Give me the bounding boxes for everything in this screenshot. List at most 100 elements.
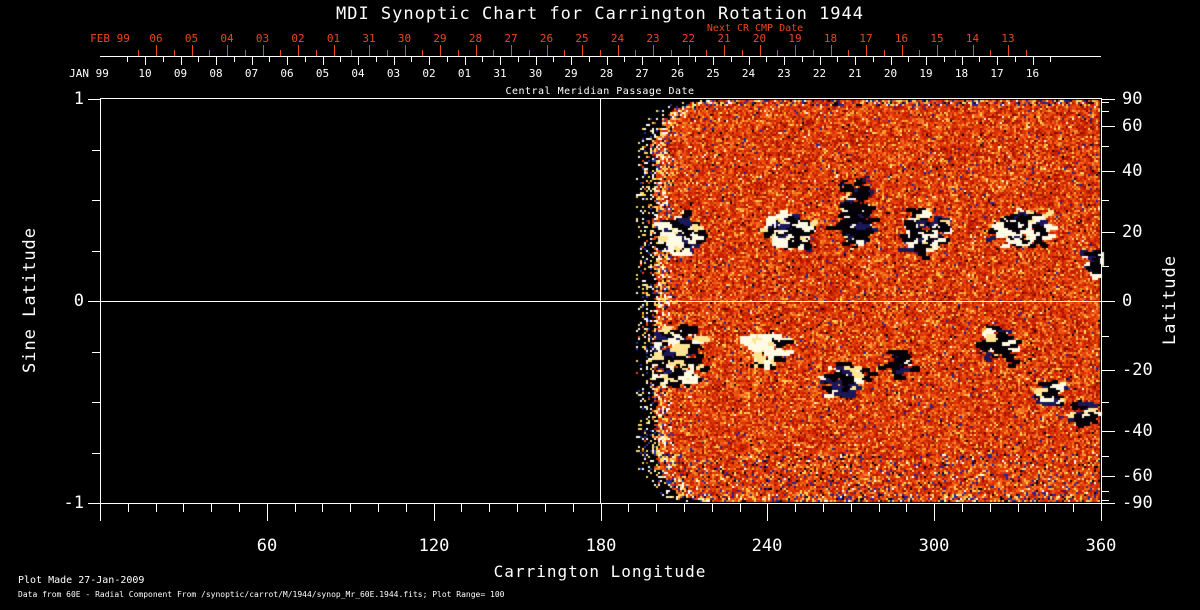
y-right-tick-label: -60 (1122, 466, 1153, 486)
white-date-tick (464, 57, 466, 65)
y-right-minor-tick (1101, 456, 1109, 457)
white-date-label: 22 (812, 67, 827, 80)
x-tick-label: 180 (585, 536, 617, 556)
white-date-label: 17 (990, 67, 1004, 80)
red-date-tick (937, 45, 938, 56)
white-date-minor-tick (304, 57, 306, 62)
white-date-label: 24 (741, 67, 756, 80)
red-date-minor-tick (386, 50, 388, 56)
y-right-tick-label: -90 (1122, 493, 1153, 513)
red-date-minor-tick (138, 50, 140, 56)
white-date-tick (713, 57, 714, 65)
x-minor-tick (712, 503, 713, 512)
white-date-tick (606, 57, 608, 65)
chart-title: MDI Synoptic Chart for Carrington Rotati… (335, 4, 865, 24)
red-date-minor-tick (528, 50, 530, 56)
x-minor-tick (879, 503, 880, 512)
white-date-label: 31 (493, 67, 507, 80)
white-date-minor-tick (517, 57, 519, 62)
x-tick-label: 300 (918, 536, 950, 556)
white-date-label: 09 (173, 67, 188, 80)
x-minor-tick (211, 503, 212, 512)
y-left-major-tick (88, 503, 100, 504)
y-left-minor-tick (92, 352, 100, 353)
white-date-tick (642, 57, 643, 65)
white-date-label: 21 (848, 67, 862, 80)
white-date-label: 29 (564, 67, 578, 80)
x-tick-label: 60 (256, 536, 278, 556)
white-date-minor-tick (624, 57, 626, 62)
y-right-major-tick (1101, 232, 1115, 233)
red-date-tick (156, 45, 157, 56)
white-date-minor-tick (553, 57, 555, 62)
white-date-label: 08 (209, 67, 223, 80)
white-date-minor-tick (233, 57, 235, 62)
x-major-tick (767, 503, 768, 521)
red-date-label: 25 (575, 32, 589, 45)
y-left-minor-tick (92, 402, 100, 403)
red-date-tick (724, 45, 725, 56)
red-date-tick (617, 45, 619, 56)
y-right-major-tick (1101, 99, 1115, 100)
red-date-tick (333, 45, 335, 56)
y-left-major-tick (88, 99, 100, 100)
white-date-minor-tick (943, 57, 945, 62)
white-date-label: 26 (670, 67, 685, 80)
red-date-minor-tick (422, 50, 424, 56)
white-month-label: JAN 99 (69, 67, 109, 80)
red-date-label: 28 (468, 32, 483, 45)
white-date-label: 23 (777, 67, 791, 80)
y-right-tick-label: -20 (1122, 360, 1153, 380)
y-left-minor-tick (92, 453, 100, 454)
y-right-major-tick (1101, 126, 1115, 127)
white-date-tick (961, 57, 963, 65)
y-right-major-tick (1101, 503, 1115, 504)
y-right-tick-label: 0 (1122, 291, 1133, 311)
white-date-minor-tick (1050, 57, 1052, 62)
red-date-label: 22 (681, 32, 696, 45)
red-date-label: 27 (504, 32, 518, 45)
white-date-label: 07 (244, 67, 259, 80)
white-date-tick (216, 57, 217, 65)
x-minor-tick (406, 503, 407, 512)
white-date-minor-tick (837, 57, 839, 62)
red-date-label: 17 (859, 32, 873, 45)
red-date-minor-tick (777, 50, 779, 56)
red-date-label: 29 (433, 32, 447, 45)
data-source-note: Data from 60E - Radial Component From /s… (18, 590, 505, 599)
white-date-minor-tick (1014, 57, 1016, 62)
white-date-minor-tick (446, 57, 448, 62)
white-date-minor-tick (908, 57, 910, 62)
white-date-tick (322, 57, 324, 65)
white-date-label: 03 (386, 67, 401, 80)
red-date-label: 13 (1001, 32, 1015, 45)
x-minor-tick (990, 503, 991, 512)
x-axis-label: Carrington Longitude (493, 562, 707, 581)
red-month-label: FEB 99 (90, 32, 130, 45)
y-right-major-tick (1101, 476, 1115, 477)
red-date-minor-tick (706, 50, 708, 56)
white-date-minor-tick (375, 57, 377, 62)
white-date-label: 06 (280, 67, 294, 80)
white-date-minor-tick (766, 57, 768, 62)
white-date-minor-tick (411, 57, 413, 62)
y-right-major-tick (1101, 370, 1115, 371)
red-date-label: 03 (255, 32, 270, 45)
white-date-tick (180, 57, 182, 65)
white-date-tick (358, 57, 359, 65)
red-date-minor-tick (315, 50, 317, 56)
red-date-minor-tick (919, 50, 921, 56)
white-date-minor-tick (979, 57, 981, 62)
red-date-tick (866, 45, 867, 56)
x-minor-tick (156, 503, 157, 512)
red-date-label: 18 (823, 32, 838, 45)
x-major-tick (434, 503, 435, 521)
red-date-label: 21 (717, 32, 731, 45)
x-minor-tick (823, 503, 824, 512)
y-right-tick-label: 20 (1122, 222, 1143, 242)
y-axis-label-left: Sine Latitude (20, 226, 40, 374)
y-right-tick-label: 90 (1122, 89, 1143, 109)
x-minor-tick (656, 503, 657, 512)
white-date-tick (251, 57, 253, 65)
x-minor-tick (573, 503, 574, 512)
